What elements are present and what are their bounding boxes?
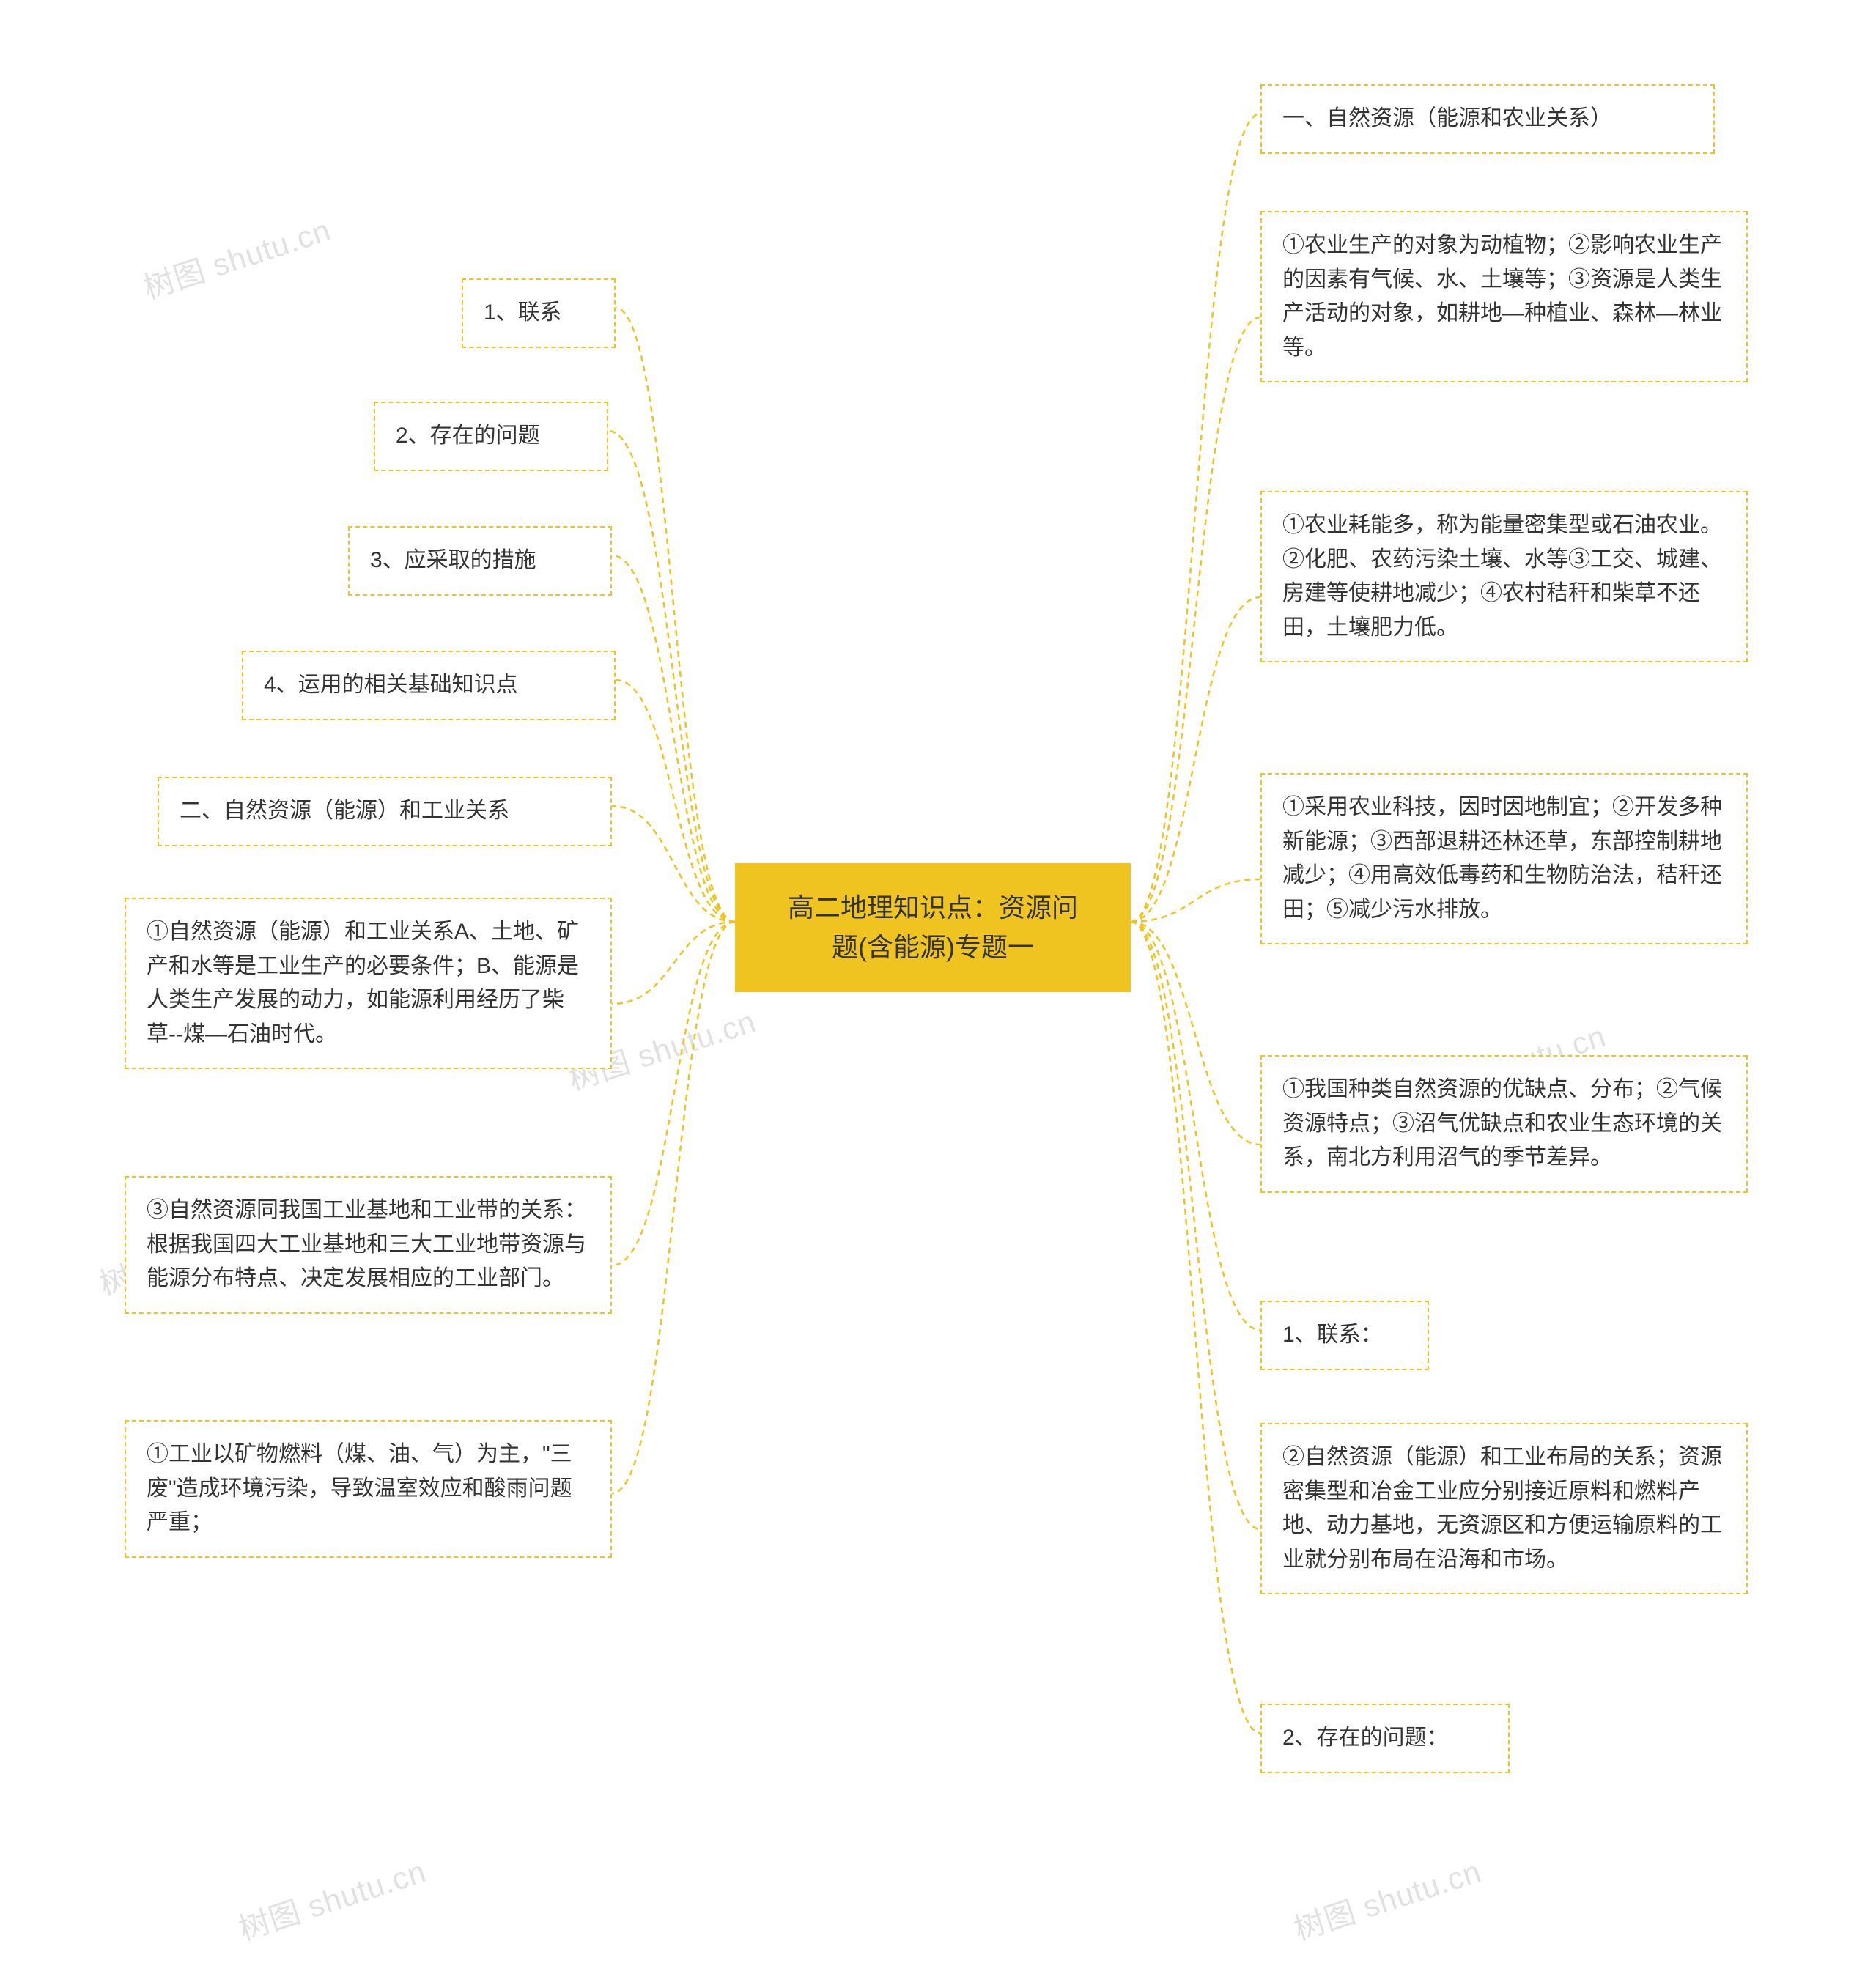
watermark: 树图 shutu.cn xyxy=(1288,1846,1486,1949)
node-text: 1、联系： xyxy=(1282,1323,1383,1347)
mindmap-canvas: 树图 shutu.cn 树图 shutu.cn 树图 shutu.cn 树图 s… xyxy=(0,0,1876,1963)
right-node-2: ①农业生产的对象为动植物；②影响农业生产的因素有气候、水、土壤等；③资源是人类生… xyxy=(1260,211,1748,382)
node-text: ①我国种类自然资源的优缺点、分布；②气候资源特点；③沼气优缺点和农业生态环境的关… xyxy=(1282,1077,1722,1169)
left-node-4: 4、运用的相关基础知识点 xyxy=(242,651,616,720)
node-text: 1、联系 xyxy=(484,300,562,325)
watermark: 树图 shutu.cn xyxy=(232,1846,431,1949)
node-text: ①采用农业科技，因时因地制宜；②开发多种新能源；③西部退耕还林还草，东部控制耕地… xyxy=(1282,795,1722,922)
node-text: 3、应采取的措施 xyxy=(370,548,536,572)
right-node-7: ②自然资源（能源）和工业布局的关系；资源密集型和冶金工业应分别接近原料和燃料产地… xyxy=(1260,1423,1748,1594)
watermark: 树图 shutu.cn xyxy=(137,205,336,308)
node-text: ①农业耗能多，称为能量密集型或石油农业。②化肥、农药污染土壤、水等③工交、城建、… xyxy=(1282,513,1722,640)
node-text: 2、存在的问题： xyxy=(1282,1726,1449,1750)
right-node-6: 1、联系： xyxy=(1260,1301,1429,1370)
node-text: 2、存在的问题 xyxy=(396,424,540,448)
center-text: 高二地理知识点：资源问题(含能源)专题一 xyxy=(788,892,1078,962)
left-node-7: ③自然资源同我国工业基地和工业带的关系：根据我国四大工业基地和三大工业地带资源与… xyxy=(125,1176,612,1314)
right-node-3: ①农业耗能多，称为能量密集型或石油农业。②化肥、农药污染土壤、水等③工交、城建、… xyxy=(1260,491,1748,662)
node-text: ①工业以矿物燃料（煤、油、气）为主，"三废"造成环境污染，导致温室效应和酸雨问题… xyxy=(147,1442,572,1534)
node-text: 一、自然资源（能源和农业关系） xyxy=(1282,106,1612,130)
node-text: ②自然资源（能源）和工业布局的关系；资源密集型和冶金工业应分别接近原料和燃料产地… xyxy=(1282,1445,1722,1572)
center-node: 高二地理知识点：资源问题(含能源)专题一 xyxy=(735,863,1131,992)
node-text: ③自然资源同我国工业基地和工业带的关系：根据我国四大工业基地和三大工业地带资源与… xyxy=(147,1198,586,1290)
right-node-5: ①我国种类自然资源的优缺点、分布；②气候资源特点；③沼气优缺点和农业生态环境的关… xyxy=(1260,1055,1748,1193)
left-node-8: ①工业以矿物燃料（煤、油、气）为主，"三废"造成环境污染，导致温室效应和酸雨问题… xyxy=(125,1420,612,1558)
node-text: ①自然资源（能源）和工业关系A、土地、矿产和水等是工业生产的必要条件；B、能源是… xyxy=(147,920,579,1046)
left-node-2: 2、存在的问题 xyxy=(374,402,608,471)
right-node-8: 2、存在的问题： xyxy=(1260,1704,1510,1773)
node-text: 4、运用的相关基础知识点 xyxy=(264,673,518,697)
left-node-3: 3、应采取的措施 xyxy=(348,526,612,596)
node-text: 二、自然资源（能源）和工业关系 xyxy=(180,799,509,823)
right-node-4: ①采用农业科技，因时因地制宜；②开发多种新能源；③西部退耕还林还草，东部控制耕地… xyxy=(1260,773,1748,944)
node-text: ①农业生产的对象为动植物；②影响农业生产的因素有气候、水、土壤等；③资源是人类生… xyxy=(1282,233,1722,360)
right-node-1: 一、自然资源（能源和农业关系） xyxy=(1260,84,1715,154)
left-node-1: 1、联系 xyxy=(462,278,616,348)
left-node-6: ①自然资源（能源）和工业关系A、土地、矿产和水等是工业生产的必要条件；B、能源是… xyxy=(125,898,612,1069)
left-node-5: 二、自然资源（能源）和工业关系 xyxy=(158,777,612,846)
